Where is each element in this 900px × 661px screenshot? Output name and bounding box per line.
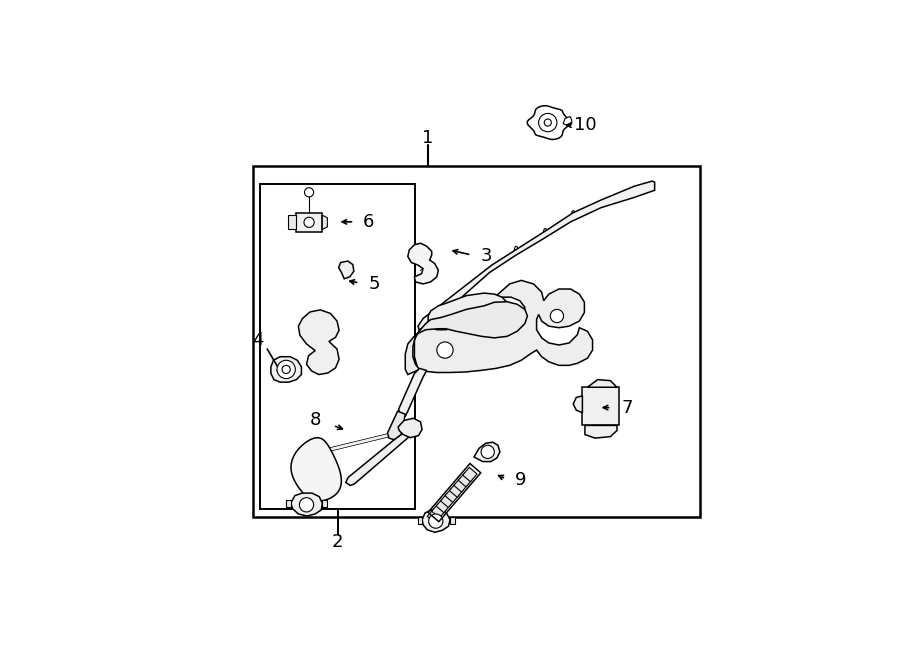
Polygon shape	[422, 510, 450, 532]
Polygon shape	[346, 432, 410, 485]
Polygon shape	[588, 379, 617, 387]
Polygon shape	[463, 467, 477, 482]
Text: 9: 9	[515, 471, 526, 489]
Polygon shape	[573, 396, 582, 412]
Polygon shape	[291, 438, 341, 501]
Polygon shape	[458, 473, 473, 487]
Text: 8: 8	[310, 411, 321, 430]
Bar	[296, 213, 322, 232]
Text: 6: 6	[363, 213, 374, 231]
Circle shape	[436, 342, 453, 358]
Text: 4: 4	[252, 331, 264, 349]
Bar	[260, 184, 416, 510]
Bar	[253, 166, 700, 517]
Bar	[582, 387, 619, 426]
Circle shape	[538, 114, 557, 132]
Polygon shape	[563, 116, 572, 126]
Polygon shape	[441, 493, 454, 508]
Polygon shape	[449, 483, 464, 497]
Circle shape	[282, 366, 290, 373]
Circle shape	[428, 514, 443, 528]
Polygon shape	[418, 181, 654, 334]
Polygon shape	[428, 293, 507, 330]
Polygon shape	[454, 478, 468, 492]
Polygon shape	[414, 280, 592, 373]
Polygon shape	[428, 508, 442, 523]
Polygon shape	[338, 261, 354, 279]
Circle shape	[544, 119, 552, 126]
Text: 10: 10	[573, 116, 596, 134]
Polygon shape	[299, 310, 339, 375]
Polygon shape	[474, 442, 500, 461]
Circle shape	[300, 498, 313, 512]
Polygon shape	[291, 493, 322, 516]
Polygon shape	[399, 368, 427, 416]
Text: 2: 2	[332, 533, 343, 551]
Polygon shape	[450, 517, 454, 524]
Circle shape	[550, 309, 563, 323]
Polygon shape	[436, 498, 451, 513]
Polygon shape	[288, 215, 296, 229]
Polygon shape	[398, 418, 422, 438]
Polygon shape	[585, 426, 617, 438]
Text: 5: 5	[369, 275, 381, 293]
Polygon shape	[322, 500, 328, 507]
Polygon shape	[408, 243, 438, 284]
Circle shape	[304, 188, 313, 197]
Circle shape	[482, 446, 494, 459]
Polygon shape	[271, 357, 302, 382]
Text: 3: 3	[481, 247, 492, 266]
Polygon shape	[445, 488, 459, 502]
Circle shape	[304, 217, 314, 227]
Polygon shape	[285, 500, 291, 507]
Polygon shape	[405, 301, 527, 375]
Polygon shape	[418, 517, 422, 524]
Text: 7: 7	[621, 399, 633, 416]
Text: 1: 1	[422, 129, 434, 147]
Polygon shape	[322, 215, 328, 229]
Polygon shape	[527, 106, 571, 139]
Polygon shape	[387, 411, 405, 440]
Circle shape	[277, 360, 295, 379]
Polygon shape	[432, 504, 446, 518]
